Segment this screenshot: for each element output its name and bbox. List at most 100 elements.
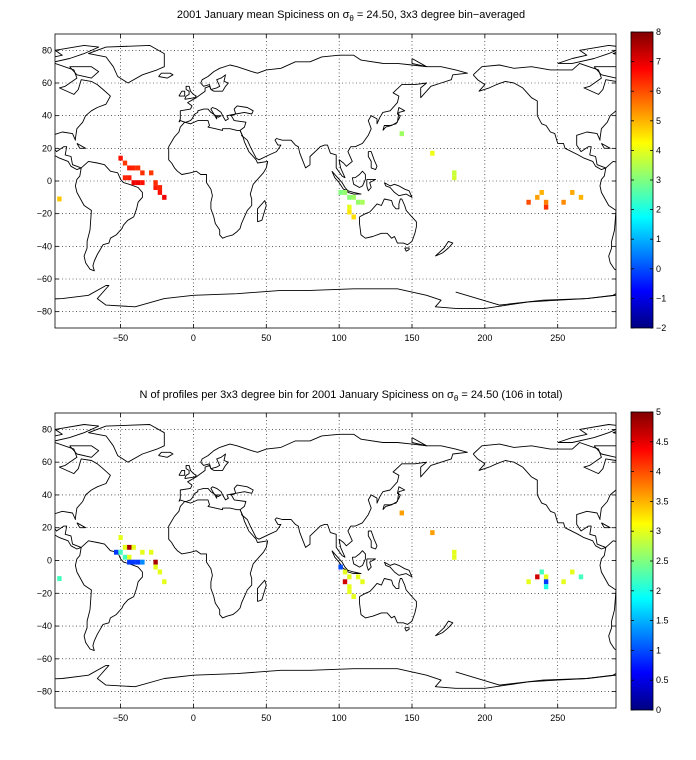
- spiciness-bin: [122, 160, 128, 166]
- profile-count-y-tick-label: 60: [42, 457, 52, 467]
- spiciness-colorbar: 8 7 6 5 4 3 2 1 0 −1 −2: [630, 27, 666, 333]
- spiciness-bin: [118, 155, 123, 161]
- spiciness-bin: [578, 194, 584, 200]
- spiciness-x-tick-label: 50: [261, 333, 271, 343]
- profile-count-bin: [399, 510, 404, 516]
- spiciness-coastline: [74, 160, 143, 272]
- spiciness-coastline: [557, 44, 616, 64]
- profile-count-coastline: [434, 620, 454, 637]
- profile-count-coastline: [404, 627, 410, 632]
- profile-count-coastline: [158, 451, 174, 458]
- spiciness-bin: [342, 190, 348, 195]
- spiciness-bin: [153, 185, 158, 190]
- spiciness-y-tick-label: −60: [37, 274, 52, 284]
- profile-count-coastline: [76, 522, 87, 529]
- profile-count-x-tick-label: 0: [191, 713, 196, 723]
- profile-count-colorbar-label: 2.5: [656, 556, 669, 566]
- spiciness-colorbar-label: 3: [656, 175, 661, 185]
- spiciness-x-tick-label: 0: [191, 333, 196, 343]
- spiciness-bin: [131, 165, 136, 171]
- profile-count-coastline: [178, 433, 468, 558]
- profile-count-bin: [347, 584, 352, 590]
- spiciness-bin: [127, 175, 132, 181]
- spiciness-coastlines: [55, 44, 616, 309]
- profile-count-bin: [127, 544, 132, 550]
- spiciness-coastline: [55, 62, 111, 171]
- profile-count-bin: [360, 579, 365, 585]
- spiciness-coastline: [593, 66, 616, 79]
- profile-count-colorbar-scale: [630, 411, 654, 711]
- spiciness-coastline: [411, 58, 428, 68]
- profile-count-x-tick-label: 200: [477, 713, 492, 723]
- spiciness-bin: [351, 194, 356, 200]
- spiciness-colorbar-label: 7: [656, 57, 661, 67]
- spiciness-colorbar-label: 2: [656, 205, 661, 215]
- spiciness-coastline: [184, 85, 197, 100]
- spiciness-colorbar-scale: [630, 31, 654, 329]
- spiciness-bin: [338, 190, 343, 195]
- profile-count-coastline: [257, 579, 267, 602]
- profile-count-bin: [127, 559, 132, 565]
- profile-count-bin: [342, 569, 348, 575]
- spiciness-coastline: [76, 143, 87, 149]
- spiciness-colorbar-label: 0: [656, 264, 661, 274]
- profile-count-colorbar-label: 0.5: [656, 675, 669, 685]
- profile-count-bin: [351, 594, 356, 599]
- profile-count-coastline: [178, 469, 186, 476]
- spiciness-y-ticks: 80 60 40 20 0 −20 −40 −60 −80: [37, 45, 616, 317]
- profile-count-y-tick-label: 0: [47, 556, 52, 566]
- profile-count-bin: [578, 574, 584, 580]
- spiciness-coastline: [472, 62, 616, 171]
- spiciness-y-tick-label: −40: [37, 241, 52, 251]
- profile-count-coastline: [88, 424, 165, 463]
- profile-count-coastline: [601, 522, 611, 529]
- profile-count-bin: [543, 584, 549, 590]
- spiciness-coastline: [55, 285, 616, 309]
- profile-count-bin: [118, 535, 123, 540]
- spiciness-x-tick-label: 250: [550, 333, 565, 343]
- profile-count-bin: [153, 559, 158, 565]
- spiciness-bins: [57, 131, 584, 220]
- spiciness-x-tick-label: −50: [113, 333, 128, 343]
- spiciness-bin: [347, 204, 352, 210]
- spiciness-coastline: [178, 54, 468, 179]
- profile-count-coastline: [168, 499, 269, 619]
- spiciness-colorbar-label: 1: [656, 234, 661, 244]
- profile-count-bin: [135, 559, 141, 565]
- profile-count-coastline: [69, 445, 100, 458]
- profile-count-bin: [131, 544, 136, 550]
- spiciness-coastline: [383, 182, 413, 198]
- spiciness-coastline: [69, 66, 100, 79]
- profile-count-coastline: [593, 445, 616, 458]
- profile-count-coastline: [367, 530, 378, 550]
- profile-count-bin: [543, 579, 549, 585]
- profile-count-colorbar-label: 2: [656, 586, 661, 596]
- spiciness-bin: [157, 185, 163, 190]
- spiciness-bin: [539, 190, 544, 195]
- profile-count-x-tick-label: 100: [332, 713, 347, 723]
- profile-count-coastline: [683, 452, 696, 457]
- spiciness-bin: [140, 170, 145, 176]
- spiciness-coastline: [599, 160, 616, 271]
- profile-count-coastline: [599, 540, 616, 651]
- spiciness-coastline: [158, 72, 174, 79]
- spiciness-bin: [347, 194, 352, 200]
- spiciness-coastline: [601, 143, 611, 149]
- spiciness-bin: [127, 165, 132, 171]
- profile-count-bin: [526, 579, 531, 585]
- profile-count-coastline: [55, 442, 111, 550]
- spiciness-bin: [153, 180, 158, 186]
- profile-count-x-tick-label: 150: [404, 713, 419, 723]
- profile-count-bins: [57, 510, 584, 599]
- profile-count-bin: [57, 576, 62, 581]
- spiciness-bin: [543, 204, 549, 210]
- profile-count-coastline: [382, 486, 406, 510]
- spiciness-bin: [452, 175, 457, 181]
- profile-count-coastline: [347, 569, 362, 575]
- spiciness-y-tick-label: 60: [42, 78, 52, 88]
- profile-count-bin: [162, 579, 167, 585]
- spiciness-colorbar-label: 5: [656, 116, 661, 126]
- spiciness-y-tick-label: 80: [42, 45, 52, 55]
- profile-count-bin: [140, 549, 145, 555]
- profile-count-colorbar-label: 5: [656, 407, 661, 417]
